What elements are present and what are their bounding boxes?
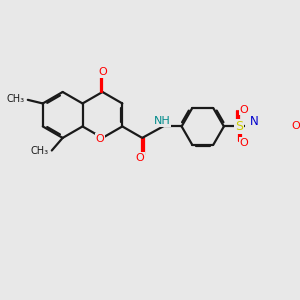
Text: N: N — [250, 115, 258, 128]
Text: O: O — [96, 134, 104, 144]
Text: O: O — [99, 67, 107, 77]
Text: S: S — [235, 120, 243, 133]
Text: O: O — [240, 104, 249, 115]
Text: O: O — [292, 122, 300, 131]
Text: O: O — [240, 138, 249, 148]
Text: CH₃: CH₃ — [7, 94, 25, 104]
Text: NH: NH — [154, 116, 170, 126]
Text: O: O — [135, 153, 144, 163]
Text: CH₃: CH₃ — [31, 146, 49, 156]
